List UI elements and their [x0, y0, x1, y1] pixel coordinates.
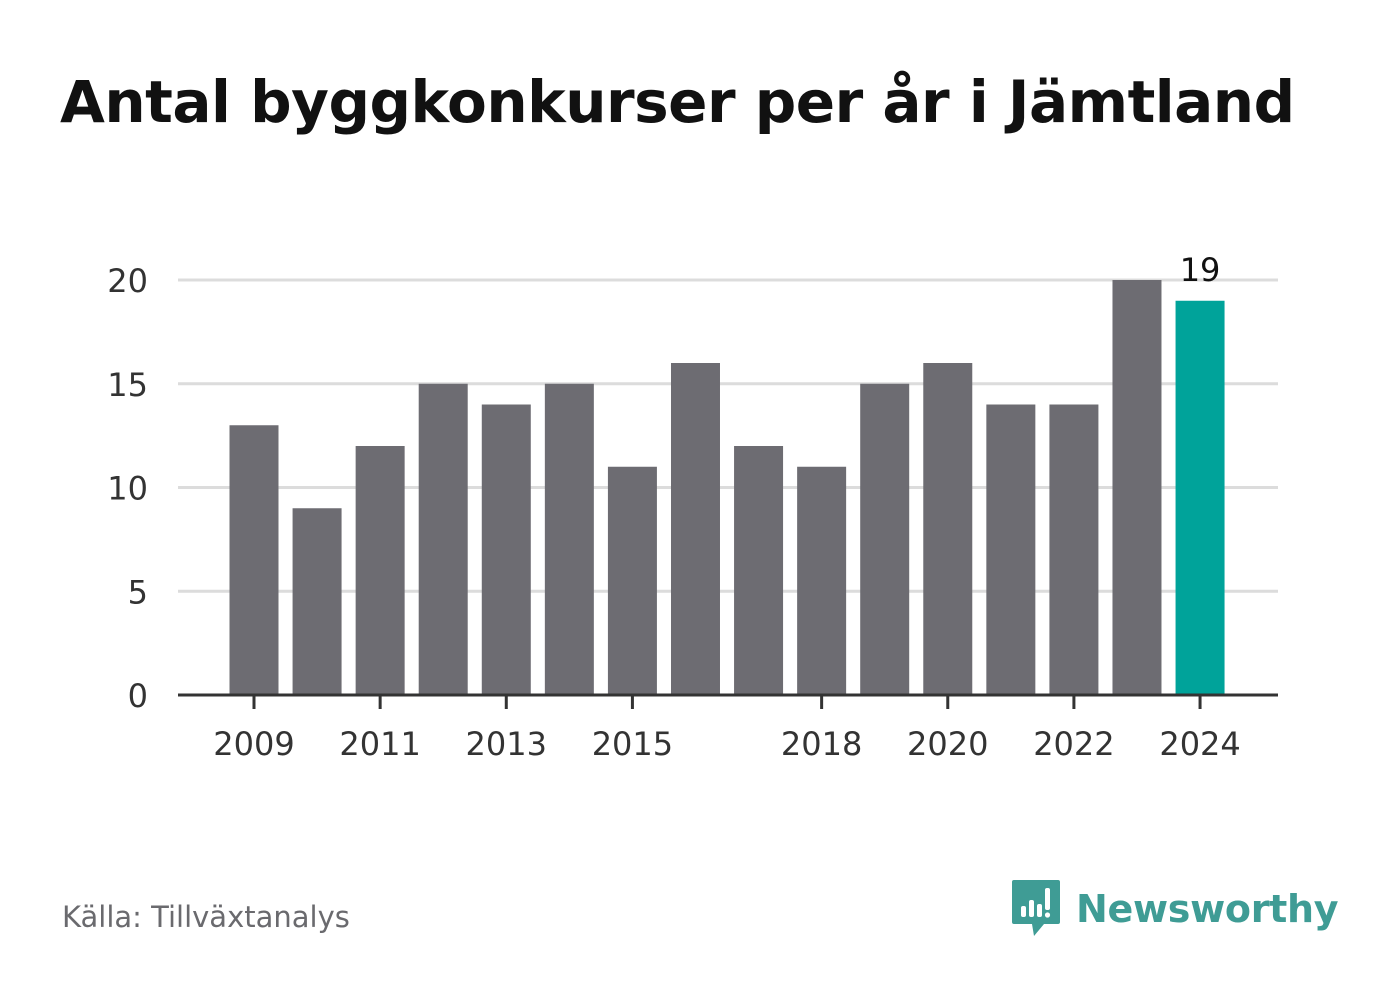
- bar-2024: [1175, 300, 1225, 695]
- y-tick-label: 15: [107, 366, 148, 404]
- bar-2015: [607, 466, 657, 695]
- bar-2009: [229, 425, 279, 695]
- x-tick-label: 2022: [1033, 725, 1114, 763]
- data-labels: 19: [1180, 251, 1221, 289]
- x-tick-label: 2009: [213, 725, 294, 763]
- bar-2014: [544, 383, 594, 695]
- bar-2017: [734, 446, 784, 695]
- y-tick-label: 5: [128, 573, 148, 611]
- x-tick-label: 2024: [1159, 725, 1240, 763]
- bar-2010: [292, 508, 342, 695]
- chart-title: Antal byggkonkurser per år i Jämtland: [60, 68, 1295, 136]
- x-tick-label: 2020: [907, 725, 988, 763]
- bar-2011: [355, 446, 405, 695]
- bar-2021: [986, 404, 1036, 695]
- brand-name: Newsworthy: [1076, 887, 1339, 931]
- x-axis-ticks: [252, 695, 1202, 709]
- bar-2019: [860, 383, 910, 695]
- x-tick-label: 2013: [466, 725, 547, 763]
- bar-2022: [1049, 404, 1099, 695]
- bar-2023: [1112, 280, 1162, 695]
- source-note: Källa: Tillväxtanalys: [62, 900, 350, 934]
- data-label-2024: 19: [1180, 251, 1221, 289]
- bar-2013: [481, 404, 531, 695]
- bar-2016: [670, 363, 720, 695]
- y-tick-label: 10: [107, 470, 148, 508]
- x-tick-label: 2015: [592, 725, 673, 763]
- y-tick-label: 0: [128, 677, 148, 715]
- x-tick-label: 2011: [339, 725, 420, 763]
- y-tick-label: 20: [107, 262, 148, 300]
- y-axis-labels: 0 5 10 15 20: [107, 262, 148, 715]
- x-tick-label: 2018: [781, 725, 862, 763]
- brand-logo: Newsworthy: [1010, 878, 1339, 940]
- newsworthy-logo-icon: [1012, 880, 1060, 936]
- bars: [229, 280, 1225, 695]
- bar-2012: [418, 383, 468, 695]
- bar-2020: [923, 363, 973, 695]
- bar-2018: [797, 466, 847, 695]
- x-axis-labels: 2009 2011 2013 2015 2018 2020 2022 2024: [213, 725, 1240, 763]
